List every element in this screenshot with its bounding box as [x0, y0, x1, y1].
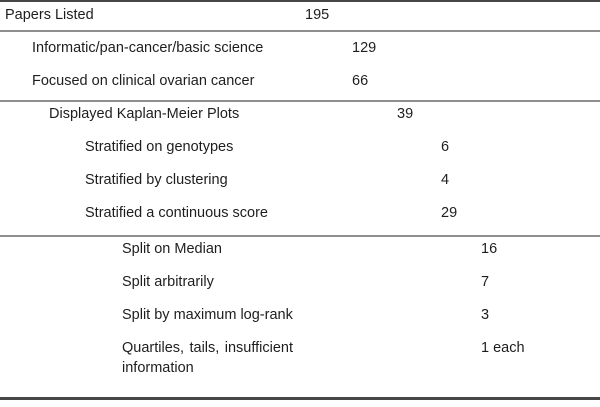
- row-value: 195: [305, 7, 330, 23]
- row-label: Split by maximum log-rank: [122, 307, 293, 323]
- row-label-word: insufficient: [224, 340, 293, 356]
- row-label: Split on Median: [122, 241, 222, 257]
- row-value: 6: [441, 139, 450, 155]
- row-value: 4: [441, 172, 450, 188]
- row-label: Split arbitrarily: [122, 274, 214, 290]
- table-rule: [0, 235, 600, 237]
- table-rule: [0, 0, 600, 2]
- row-label: Papers Listed: [5, 7, 94, 23]
- row-value: 66: [352, 73, 369, 89]
- row-value: 1 each: [481, 340, 525, 356]
- row-label: Quartiles, tails, insufficient information: [122, 338, 293, 378]
- row-label-word: Quartiles,: [122, 340, 185, 356]
- row-label: Stratified by clustering: [85, 172, 228, 188]
- row-label: Stratified on genotypes: [85, 139, 234, 155]
- row-label-word: tails,: [189, 340, 220, 356]
- row-label: Stratified a continuous score: [85, 205, 268, 221]
- row-label: Focused on clinical ovarian cancer: [32, 73, 255, 89]
- row-label: Informatic/pan-cancer/basic science: [32, 40, 264, 56]
- row-label-line: Quartiles, tails, insufficient: [122, 338, 293, 358]
- table-rule: [0, 30, 600, 32]
- row-value: 3: [481, 307, 490, 323]
- table-rule: [0, 100, 600, 102]
- row-value: 39: [397, 106, 414, 122]
- row-value: 29: [441, 205, 458, 221]
- row-value: 129: [352, 40, 377, 56]
- row-label: Displayed Kaplan-Meier Plots: [49, 106, 240, 122]
- row-value: 7: [481, 274, 490, 290]
- row-label-line: information: [122, 358, 293, 378]
- row-label-word: information: [122, 360, 194, 376]
- row-value: 16: [481, 241, 498, 257]
- table-rule: [0, 397, 600, 400]
